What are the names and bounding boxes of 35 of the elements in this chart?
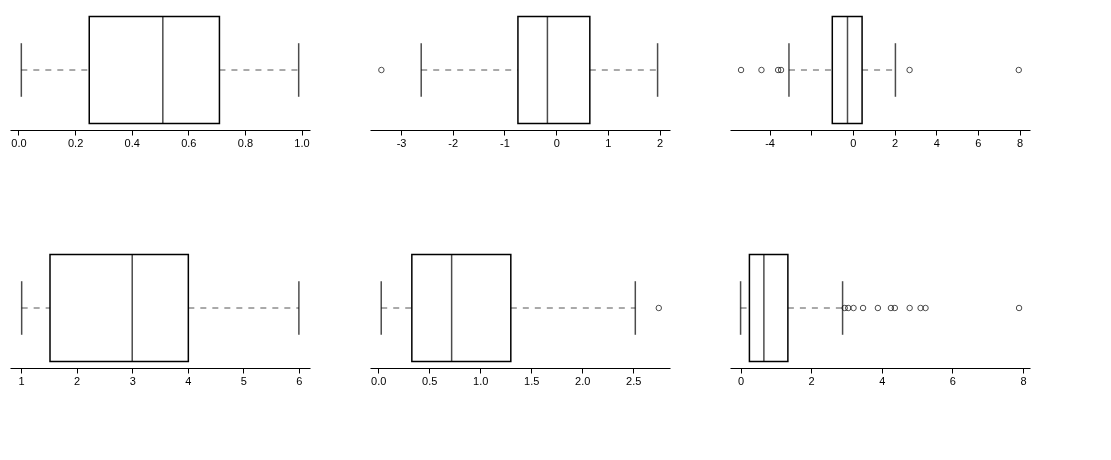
x-tick-label: -2	[448, 136, 459, 149]
x-tick-label: 4	[879, 374, 886, 387]
x-tick-label: 0	[738, 374, 745, 387]
x-tick-label: 0.0	[371, 374, 387, 387]
x-tick-label: 0.4	[124, 136, 140, 149]
x-tick-label: 2	[808, 374, 815, 387]
x-tick-label: 0	[553, 136, 560, 149]
x-tick-label: 2.5	[626, 374, 642, 387]
x-tick-label: 6	[296, 374, 303, 387]
x-tick-label: 4	[933, 136, 940, 149]
x-tick-label: 6	[949, 374, 956, 387]
x-tick-label: 0.0	[11, 136, 27, 149]
x-tick-label: 0.2	[67, 136, 84, 149]
x-tick-label: 2	[74, 374, 81, 387]
x-tick-label: 2	[657, 136, 664, 149]
x-tick-label: 1	[18, 374, 25, 387]
x-tick-label: 1.0	[473, 374, 489, 387]
x-tick-label: 1.5	[524, 374, 540, 387]
x-tick-label: 5	[240, 374, 247, 387]
x-tick-label: 1	[605, 136, 612, 149]
x-tick-label: 0	[850, 136, 857, 149]
x-tick-label: 8	[1020, 374, 1027, 387]
x-tick-label: -3	[396, 136, 407, 149]
x-tick-label: 0.6	[181, 136, 197, 149]
x-tick-label: 4	[185, 374, 192, 387]
x-tick-label: 0.8	[237, 136, 254, 149]
x-tick-label: 1.0	[294, 136, 310, 149]
x-tick-label: 0.5	[422, 374, 438, 387]
x-tick-label: 6	[975, 136, 982, 149]
x-tick-label: -1	[500, 136, 510, 149]
x-tick-label: 2.0	[575, 374, 591, 387]
x-tick-label: 2	[892, 136, 899, 149]
x-tick-label: -4	[765, 136, 775, 149]
x-tick-label: 3	[129, 374, 136, 387]
x-tick-label: 8	[1017, 136, 1024, 149]
